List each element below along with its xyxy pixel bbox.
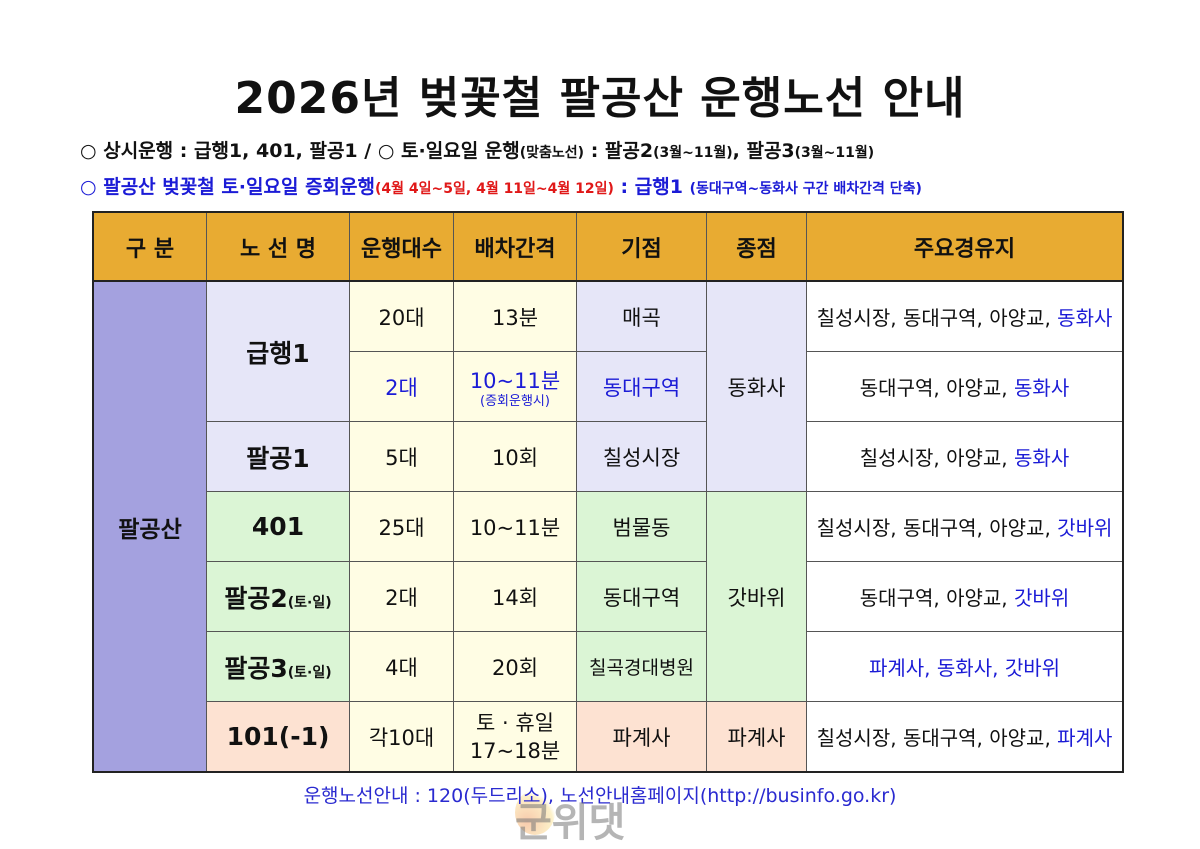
count-cell: 5대 bbox=[349, 421, 454, 492]
count-cell: 2대 bbox=[349, 351, 454, 422]
count-cell: 4대 bbox=[349, 631, 454, 702]
route-cell: 팔공3(토·일) bbox=[206, 631, 350, 702]
route-cell: 팔공2(토·일) bbox=[206, 561, 350, 632]
colon: : bbox=[613, 176, 635, 198]
table-row: 팔공2(토·일) 2대 14회 동대구역 동대구역, 아양교, 갓바위 bbox=[93, 561, 1124, 632]
start-cell: 칠성시장 bbox=[576, 421, 707, 492]
weekend-sub: (맞춤노선) bbox=[519, 145, 585, 161]
bullet-icon: ○ bbox=[377, 140, 395, 162]
via-highlight: 갓바위 bbox=[1057, 516, 1113, 540]
via-cell: 칠성시장, 동대구역, 아양교, 동화사 bbox=[806, 280, 1124, 352]
via-cell: 칠성시장, 동대구역, 아양교, 파계사 bbox=[806, 701, 1124, 773]
end-cell: 동화사 bbox=[706, 280, 807, 492]
interval-cell: 10~11분 bbox=[453, 491, 577, 562]
comma: , bbox=[732, 140, 747, 162]
via-cell: 칠성시장, 동대구역, 아양교, 갓바위 bbox=[806, 491, 1124, 562]
start-cell: 범물동 bbox=[576, 491, 707, 562]
note-regular-service: ○ 상시운행 : 급행1, 401, 팔공1 / ○ 토·일요일 운행(맞춤노선… bbox=[80, 136, 874, 163]
extra-dates: (4월 4일~5일, 4월 11일~4월 12일) bbox=[375, 181, 614, 197]
header-cell: 운행대수 bbox=[349, 211, 454, 282]
via-highlight: 파계사, 동화사, 갓바위 bbox=[868, 656, 1061, 680]
start-cell: 칠곡경대병원 bbox=[576, 631, 707, 702]
colon: : bbox=[584, 140, 605, 162]
route-text: 팔공2 bbox=[224, 583, 288, 613]
table-row: 팔공3(토·일) 4대 20회 칠곡경대병원 파계사, 동화사, 갓바위 bbox=[93, 631, 1124, 702]
route-table: 구 분 노 선 명 운행대수 배차간격 기점 종점 주요경유지 팔공산 급행1 … bbox=[92, 211, 1124, 773]
extra-label: 팔공산 벚꽃철 토·일요일 증회운행 bbox=[103, 176, 376, 198]
via-cell: 칠성시장, 아양교, 동화사 bbox=[806, 421, 1124, 492]
interval-sub: 17~18분 bbox=[469, 738, 561, 763]
count-cell: 각10대 bbox=[349, 701, 454, 773]
via-text: 칠성시장, 아양교, bbox=[859, 446, 1015, 470]
route-name: 급행1 bbox=[634, 176, 683, 198]
count-cell: 20대 bbox=[349, 280, 454, 352]
watermark: 군위댓 bbox=[515, 800, 626, 846]
route-cell: 급행1 bbox=[206, 280, 350, 422]
regular-label: 상시운행 : 급행1, 401, 팔공1 bbox=[103, 140, 358, 162]
via-text: 칠성시장, 동대구역, 아양교, bbox=[816, 516, 1058, 540]
header-cell: 노 선 명 bbox=[206, 211, 350, 282]
via-cell: 동대구역, 아양교, 동화사 bbox=[806, 351, 1124, 422]
header-cell: 주요경유지 bbox=[806, 211, 1124, 282]
count-cell: 25대 bbox=[349, 491, 454, 562]
watermark-logo-icon bbox=[515, 790, 555, 835]
route-sub: (토·일) bbox=[287, 664, 332, 681]
count-cell: 2대 bbox=[349, 561, 454, 632]
route-name: 팔공2 bbox=[604, 140, 654, 162]
header-cell: 배차간격 bbox=[453, 211, 577, 282]
via-highlight: 파계사 bbox=[1057, 726, 1113, 750]
via-highlight: 갓바위 bbox=[1014, 586, 1070, 610]
note-extra-service: ○ 팔공산 벚꽃철 토·일요일 증회운행(4월 4일~5일, 4월 11일~4월… bbox=[80, 172, 922, 199]
interval-sub: (증회운행시) bbox=[480, 393, 550, 409]
via-highlight: 동화사 bbox=[1014, 376, 1070, 400]
interval-cell: 20회 bbox=[453, 631, 577, 702]
via-highlight: 동화사 bbox=[1014, 446, 1070, 470]
interval-cell: 14회 bbox=[453, 561, 577, 632]
route-cell: 401 bbox=[206, 491, 350, 562]
interval-cell: 10회 bbox=[453, 421, 577, 492]
header-cell: 구 분 bbox=[92, 211, 207, 282]
via-cell: 동대구역, 아양교, 갓바위 bbox=[806, 561, 1124, 632]
route-cell: 101(-1) bbox=[206, 701, 350, 773]
start-cell: 파계사 bbox=[576, 701, 707, 773]
table-row: 401 25대 10~11분 범물동 갓바위 칠성시장, 동대구역, 아양교, … bbox=[93, 491, 1124, 702]
route-name: 팔공3 bbox=[746, 140, 795, 162]
interval-cell: 토 · 휴일 17~18분 bbox=[453, 701, 577, 773]
interval-cell: 10~11분 (증회운행시) bbox=[453, 351, 577, 422]
start-cell: 매곡 bbox=[576, 280, 707, 352]
extra-desc: (동대구역~동화사 구간 배차간격 단축) bbox=[689, 181, 922, 197]
interval-cell: 13분 bbox=[453, 280, 577, 352]
page-title: 2026년 벚꽃철 팔공산 운행노선 안내 bbox=[234, 73, 966, 124]
table-row: 101(-1) 각10대 토 · 휴일 17~18분 파계사 파계사 칠성시장, … bbox=[93, 701, 1124, 773]
via-text: 동대구역, 아양교, bbox=[859, 376, 1015, 400]
via-cell: 파계사, 동화사, 갓바위 bbox=[806, 631, 1124, 702]
footer-info: 운행노선안내 : 120(두드리소), 노선안내홈페이지(http://busi… bbox=[303, 785, 897, 807]
route-period: (3월~11월) bbox=[653, 145, 733, 161]
start-cell: 동대구역 bbox=[576, 561, 707, 632]
table-row: 2대 10~11분 (증회운행시) 동대구역 동대구역, 아양교, 동화사 bbox=[93, 351, 1124, 422]
start-cell: 동대구역 bbox=[576, 351, 707, 422]
route-cell: 팔공1 bbox=[206, 421, 350, 492]
table-header: 구 분 노 선 명 운행대수 배차간격 기점 종점 주요경유지 bbox=[92, 211, 1124, 282]
end-cell: 갓바위 bbox=[706, 491, 807, 702]
route-period: (3월~11월) bbox=[794, 145, 875, 161]
via-text: 칠성시장, 동대구역, 아양교, bbox=[816, 726, 1058, 750]
table-row: 팔공산 급행1 20대 13분 매곡 동화사 칠성시장, 동대구역, 아양교, … bbox=[92, 280, 1124, 773]
end-cell: 파계사 bbox=[706, 701, 807, 773]
bullet-icon: ○ bbox=[80, 140, 97, 162]
interval-text: 10~11분 bbox=[469, 368, 561, 393]
route-sub: (토·일) bbox=[287, 594, 332, 611]
interval-text: 토 · 휴일 bbox=[476, 710, 554, 735]
bullet-icon: ○ bbox=[80, 176, 97, 198]
weekend-label: 토·일요일 운행 bbox=[401, 140, 520, 162]
via-text: 칠성시장, 동대구역, 아양교, bbox=[816, 306, 1058, 330]
separator: / bbox=[357, 140, 378, 162]
via-text: 동대구역, 아양교, bbox=[859, 586, 1015, 610]
header-cell: 기점 bbox=[576, 211, 707, 282]
header-cell: 종점 bbox=[706, 211, 807, 282]
route-text: 팔공3 bbox=[224, 653, 288, 683]
group-cell: 팔공산 bbox=[92, 280, 207, 773]
via-highlight: 동화사 bbox=[1057, 306, 1113, 330]
table-row: 팔공1 5대 10회 칠성시장 칠성시장, 아양교, 동화사 bbox=[93, 421, 1124, 492]
